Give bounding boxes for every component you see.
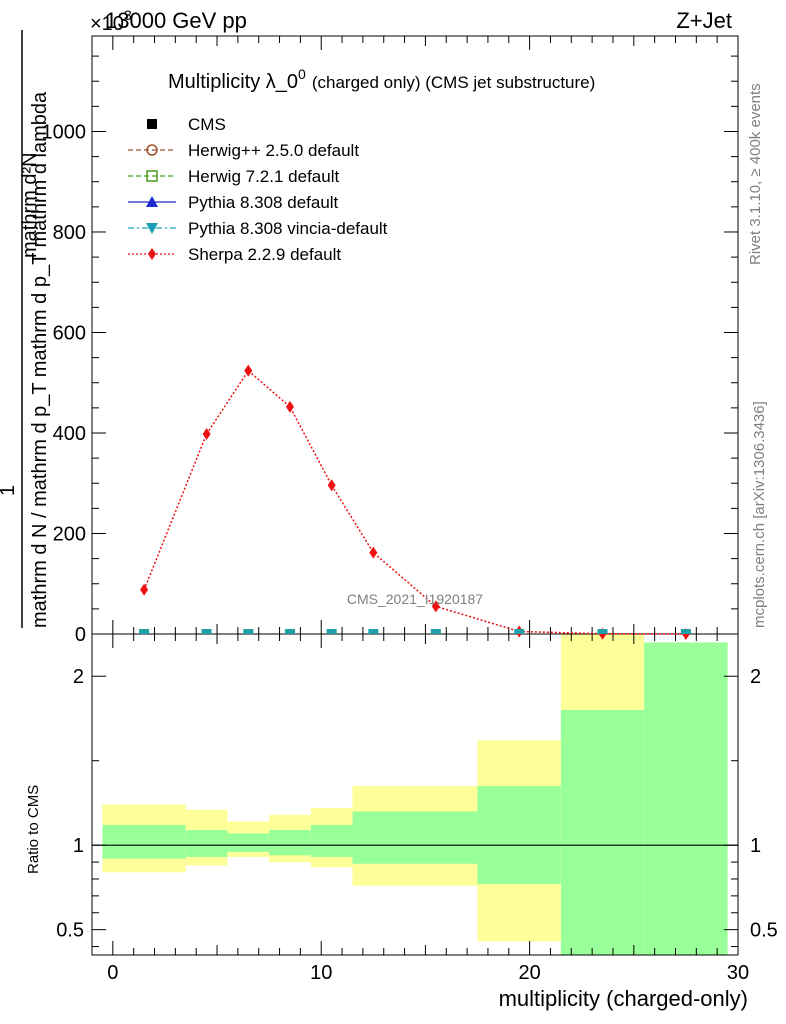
sherpa-point bbox=[244, 364, 253, 377]
legend-item: Pythia 8.308 vincia-default bbox=[128, 219, 388, 238]
process-label: Z+Jet bbox=[676, 8, 732, 33]
legend-label: Herwig++ 2.5.0 default bbox=[188, 141, 359, 160]
sherpa-point bbox=[431, 600, 440, 613]
main-ylabel: mathrm d²N 1 mathrm d N / mathrm d p_T m… bbox=[0, 30, 51, 628]
ratio-ytick-label: 2 bbox=[73, 666, 84, 688]
xtick-label: 10 bbox=[310, 962, 332, 984]
ratio-band-inner-6 bbox=[415, 811, 478, 864]
legend-item: Herwig++ 2.5.0 default bbox=[128, 141, 359, 160]
legend-label: Sherpa 2.2.9 default bbox=[188, 245, 341, 264]
generator-marker bbox=[326, 629, 337, 634]
svg-text:Multiplicity λ_00(charged only: Multiplicity λ_00 (charged only) (CMS jet… bbox=[168, 66, 595, 93]
sherpa-point bbox=[327, 479, 336, 492]
ratio-ytick-label-right: 2 bbox=[750, 666, 761, 688]
generator-markers bbox=[139, 629, 691, 634]
legend-marker bbox=[146, 223, 158, 234]
generator-marker bbox=[680, 629, 691, 634]
ratio-band-inner-9 bbox=[644, 642, 728, 955]
main-ytick-label: 400 bbox=[53, 423, 86, 445]
ratio-axes-box bbox=[91, 633, 739, 956]
legend-marker bbox=[146, 144, 158, 156]
plot-title: Multiplicity λ_00 (charged only) (CMS jet… bbox=[168, 66, 595, 93]
ratio-ytick-label: 1 bbox=[73, 835, 84, 857]
ratio-ytick-label-right: 0.5 bbox=[750, 920, 778, 942]
legend-marker bbox=[148, 248, 156, 260]
legend-marker bbox=[146, 170, 158, 182]
legend-label: Herwig 7.2.1 default bbox=[188, 167, 339, 186]
title-main: Multiplicity λ_0 bbox=[168, 71, 298, 93]
legend-item: Pythia 8.308 default bbox=[128, 193, 339, 212]
legend: CMS Herwig++ 2.5.0 default Herwig 7.2.1 de… bbox=[128, 115, 388, 264]
main-ytick-label: 0 bbox=[75, 624, 86, 646]
generator-marker bbox=[201, 629, 212, 634]
sherpa-point bbox=[202, 427, 211, 440]
sherpa-point bbox=[285, 400, 294, 413]
main-ytick-label: 1000 bbox=[42, 121, 87, 143]
ratio-frame: 0.5 0.51 12 20 10 20 30 bbox=[56, 633, 778, 984]
ratio-ytick-label-right: 1 bbox=[750, 835, 761, 857]
xtick-label: 30 bbox=[727, 962, 749, 984]
mcplots-label: mcplots.cern.ch [arXiv:1306.3436] bbox=[751, 401, 768, 628]
legend-label: CMS bbox=[188, 115, 226, 134]
ratio-ylabel: Ratio to CMS bbox=[25, 785, 42, 874]
generator-marker bbox=[597, 629, 608, 634]
title-suffix: (charged only) (CMS jet substructure) bbox=[312, 73, 595, 92]
legend-marker bbox=[146, 196, 158, 207]
main-ytick-label: 800 bbox=[53, 222, 86, 244]
ylabel-denominator: mathrm d N / mathrm d p_T mathrm d p_T m… bbox=[29, 91, 51, 628]
title-sup: 0 bbox=[298, 66, 306, 82]
legend-item: Sherpa 2.2.9 default bbox=[128, 245, 341, 264]
generator-marker bbox=[243, 629, 254, 634]
ratio-band-inner-1 bbox=[185, 829, 228, 858]
exponent-label: ×103 bbox=[90, 7, 132, 35]
generator-marker bbox=[284, 629, 295, 634]
ratio-band-inner-0 bbox=[102, 824, 186, 859]
rivet-label: Rivet 3.1.10, ≥ 400k events bbox=[747, 83, 764, 265]
ylabel-one: 1 bbox=[0, 485, 19, 496]
generator-marker bbox=[139, 629, 150, 634]
generator-marker bbox=[514, 629, 525, 634]
sherpa-point bbox=[140, 583, 149, 596]
ratio-bands bbox=[102, 634, 728, 955]
ratio-band-inner-8 bbox=[560, 710, 645, 955]
collision-label: 13000 GeV pp bbox=[105, 8, 247, 33]
generator-marker bbox=[430, 629, 441, 634]
legend-label: Pythia 8.308 default bbox=[188, 193, 339, 212]
legend-item: CMS bbox=[147, 115, 226, 134]
legend-item: Herwig 7.2.1 default bbox=[128, 167, 339, 186]
sherpa-line bbox=[143, 369, 686, 635]
ratio-band-inner-7 bbox=[477, 786, 561, 885]
main-frame: 0 200 400 600 800 1000 bbox=[42, 35, 739, 646]
analysis-watermark: CMS_2021_I1920187 bbox=[347, 591, 483, 607]
main-ytick-label: 600 bbox=[53, 322, 86, 344]
xtick-label: 20 bbox=[518, 962, 540, 984]
legend-label: Pythia 8.308 vincia-default bbox=[188, 219, 388, 238]
xtick-label: 0 bbox=[107, 962, 118, 984]
ylabel-numerator: mathrm d²N bbox=[19, 152, 41, 258]
generator-marker bbox=[368, 629, 379, 634]
ratio-band-inner-3 bbox=[269, 829, 311, 856]
ratio-band-inner-4 bbox=[310, 824, 353, 858]
legend-marker bbox=[147, 119, 157, 129]
ratio-band-inner-2 bbox=[227, 833, 270, 852]
ratio-ytick-label: 0.5 bbox=[56, 920, 84, 942]
xlabel: multiplicity (charged-only) bbox=[499, 986, 748, 1011]
sherpa-point bbox=[369, 546, 378, 559]
ratio-band-inner-5 bbox=[352, 811, 415, 864]
main-ytick-label: 200 bbox=[53, 523, 86, 545]
